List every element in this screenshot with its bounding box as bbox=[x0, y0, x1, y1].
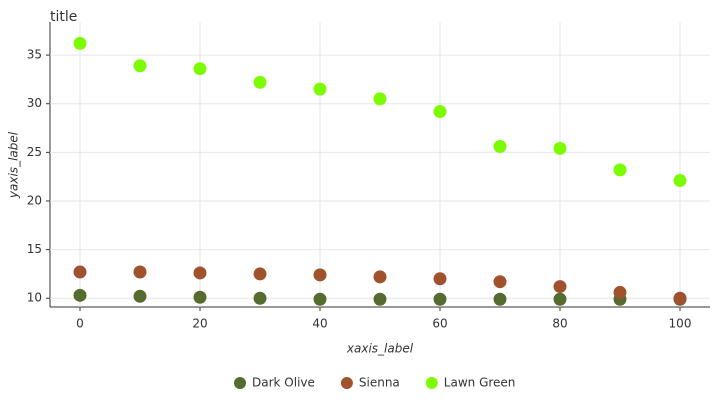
point bbox=[133, 265, 147, 279]
x-tick-label: 0 bbox=[76, 317, 84, 331]
point bbox=[73, 265, 87, 279]
x-tick-label: 100 bbox=[669, 317, 692, 331]
y-tick-label: 20 bbox=[27, 193, 42, 207]
y-axis-label: yaxis_label bbox=[7, 131, 21, 199]
legend-marker bbox=[340, 377, 353, 389]
point bbox=[193, 266, 207, 280]
y-tick-label: 30 bbox=[27, 96, 42, 110]
legend-label: Sienna bbox=[359, 376, 400, 390]
point bbox=[373, 92, 387, 106]
point bbox=[193, 290, 207, 304]
x-tick-label: 80 bbox=[552, 317, 567, 331]
point bbox=[553, 280, 567, 294]
legend-marker bbox=[425, 377, 438, 389]
point bbox=[433, 272, 447, 286]
point bbox=[73, 288, 87, 302]
point bbox=[613, 285, 627, 299]
point bbox=[253, 75, 267, 89]
point bbox=[313, 82, 327, 96]
y-tick-label: 15 bbox=[27, 242, 42, 256]
x-tick-label: 60 bbox=[432, 317, 447, 331]
point bbox=[493, 275, 507, 289]
point bbox=[553, 292, 567, 306]
legend-marker bbox=[234, 377, 246, 389]
y-tick-label: 10 bbox=[27, 291, 42, 305]
y-tick-label: 35 bbox=[27, 48, 42, 62]
point bbox=[553, 141, 567, 155]
point bbox=[493, 292, 507, 306]
point bbox=[373, 292, 387, 306]
legend-label: Lawn Green bbox=[444, 376, 516, 390]
point bbox=[313, 268, 327, 282]
point bbox=[673, 291, 687, 305]
point bbox=[253, 291, 267, 305]
legend-label: Dark Olive bbox=[252, 376, 315, 390]
point bbox=[673, 174, 687, 188]
point bbox=[133, 59, 147, 73]
point bbox=[373, 270, 387, 284]
point bbox=[193, 62, 207, 76]
x-axis-label: xaxis_label bbox=[346, 342, 414, 356]
y-tick-label: 25 bbox=[27, 145, 42, 159]
point bbox=[493, 140, 507, 154]
point bbox=[253, 267, 267, 281]
x-tick-label: 40 bbox=[312, 317, 327, 331]
point bbox=[313, 292, 327, 306]
point bbox=[133, 289, 147, 303]
point bbox=[433, 292, 447, 306]
point bbox=[73, 36, 87, 50]
point bbox=[433, 104, 447, 118]
chart-title: title bbox=[50, 9, 77, 25]
x-tick-label: 20 bbox=[192, 317, 207, 331]
point bbox=[613, 163, 627, 177]
